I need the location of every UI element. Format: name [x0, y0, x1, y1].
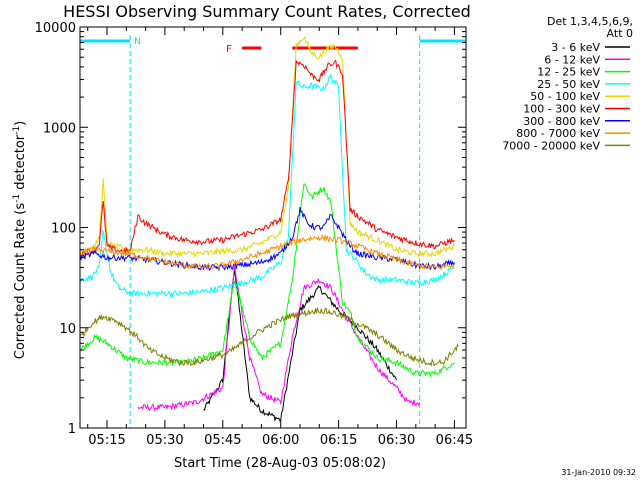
y-tick-label-1000: 1000: [43, 121, 76, 136]
plot-area: [80, 27, 466, 428]
night-label: N: [134, 37, 141, 47]
flare-label: F: [226, 44, 232, 55]
y-tick-label-10000: 10000: [35, 21, 76, 36]
x-tick-label-06-15: 06:15: [320, 433, 357, 448]
timestamp: 31-Jan-2010 09:32: [561, 468, 636, 477]
x-tick-label-05-30: 05:30: [146, 433, 183, 448]
legend-label-25-50-kev: 25 - 50 keV: [537, 78, 600, 91]
series-100-300-kev: [79, 59, 455, 258]
legend-label-7000-20000-kev: 7000 - 20000 keV: [502, 139, 600, 152]
series-7000-20000-kev: [79, 306, 459, 367]
y-axis-label: Corrected Count Rate (s-1 detector-1): [12, 121, 28, 359]
legend-label-50-100-kev: 50 - 100 keV: [530, 90, 600, 103]
x-tick-label-06-00: 06:00: [262, 433, 299, 448]
legend-label-3-6-kev: 3 - 6 keV: [551, 41, 600, 54]
x-tick-label-06-30: 06:30: [378, 433, 415, 448]
legend-header-line2: Att 0: [607, 27, 633, 40]
y-tick-label-10: 10: [59, 322, 76, 337]
x-tick-label-05-15: 05:15: [88, 433, 125, 448]
legend-header-line1: Det 1,3,4,5,6,9,: [547, 15, 633, 28]
annotations: NF: [80, 35, 466, 428]
series-3-6-kev: [203, 269, 397, 422]
series-50-100-kev: [79, 35, 455, 259]
axes: 1 10 100 1000 10000 05:15 05:30 05:45 06:00 06:15…: [35, 21, 474, 448]
legend-label-12-25-kev: 12 - 25 keV: [537, 66, 600, 79]
series-6-12-kev: [137, 264, 421, 413]
x-tick-label-06-45: 06:45: [436, 433, 473, 448]
series-12-25-kev: [79, 183, 455, 379]
series-800-7000-kev: [79, 233, 455, 270]
legend-label-800-7000-kev: 800 - 7000 keV: [516, 127, 600, 140]
y-tick-label-1: 1: [68, 422, 76, 437]
legend-label-100-300-kev: 100 - 300 keV: [523, 103, 600, 116]
y-tick-label-100: 100: [51, 222, 76, 237]
plot-background: [80, 27, 466, 428]
legend-label-300-800-kev: 300 - 800 keV: [523, 115, 600, 128]
series-25-50-kev: [79, 72, 455, 299]
x-axis-label: Start Time (28-Aug-03 05:08:02): [174, 456, 386, 471]
legend-label-6-12-kev: 6 - 12 keV: [544, 53, 600, 66]
series-layer: [79, 35, 459, 422]
chart-title: HESSI Observing Summary Count Rates, Cor…: [63, 2, 471, 21]
x-tick-label-05-45: 05:45: [204, 433, 241, 448]
